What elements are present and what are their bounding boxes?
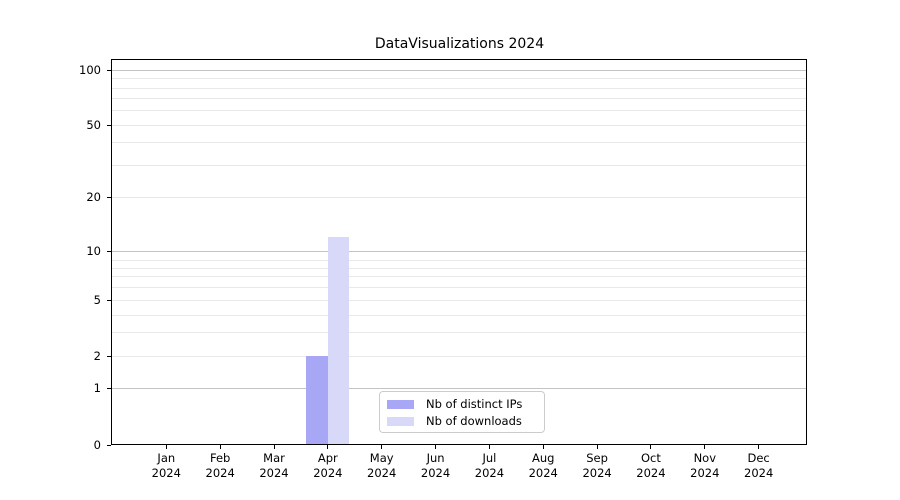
x-tick-mark: [488, 445, 490, 449]
x-tick-label: Apr 2024: [300, 451, 356, 480]
x-tick-label: Feb 2024: [192, 451, 248, 480]
x-tick-year: 2024: [582, 465, 612, 480]
grid-major-line: [112, 388, 807, 389]
bar-downloads-apr: [327, 236, 350, 445]
x-tick-label: Dec 2024: [731, 451, 787, 480]
x-tick-label: Jun 2024: [408, 451, 464, 480]
x-tick-label: Jul 2024: [461, 451, 517, 480]
x-tick-mark: [650, 445, 652, 449]
x-tick-year: 2024: [205, 465, 235, 480]
x-tick-month: Aug: [532, 451, 555, 465]
x-tick-year: 2024: [420, 465, 451, 480]
x-tick-label: Sep 2024: [569, 451, 625, 480]
grid-minor-line: [112, 164, 807, 166]
grid-minor-line: [112, 287, 807, 289]
x-tick-label: May 2024: [354, 451, 410, 480]
bar-distinct-ips-apr: [306, 356, 328, 445]
grid-minor-line: [112, 124, 807, 126]
y-tick-mark: [107, 124, 111, 126]
grid-minor-line: [112, 299, 807, 301]
y-tick-mark: [107, 70, 111, 72]
y-tick-label: 20: [86, 189, 101, 204]
x-tick-month: Feb: [209, 451, 231, 465]
legend-label-downloads: Nb of downloads: [426, 414, 522, 428]
y-tick-mark: [107, 355, 111, 357]
x-tick-mark: [219, 445, 221, 449]
grid-minor-line: [112, 332, 807, 334]
grid-minor-line: [112, 276, 807, 278]
x-tick-month: Sep: [586, 451, 608, 465]
x-tick-mark: [165, 445, 167, 449]
y-tick-label: 2: [93, 348, 101, 363]
x-tick-mark: [758, 445, 760, 449]
y-tick-mark: [107, 299, 111, 301]
x-tick-month: Jan: [157, 451, 176, 465]
x-tick-label: Mar 2024: [246, 451, 302, 480]
y-tick-mark: [107, 196, 111, 198]
legend-item-distinct-ips: Nb of distinct IPs: [387, 396, 537, 413]
x-tick-label: Jan 2024: [138, 451, 194, 480]
x-tick-mark: [542, 445, 544, 449]
y-tick-label: 1: [93, 381, 101, 395]
legend-label-distinct-ips: Nb of distinct IPs: [426, 397, 523, 411]
x-tick-month: Mar: [263, 451, 285, 465]
legend: Nb of distinct IPs Nb of downloads: [379, 391, 545, 433]
grid-minor-line: [112, 87, 807, 89]
grid-minor-line: [112, 142, 807, 144]
x-tick-year: 2024: [528, 465, 558, 480]
y-tick-label: 100: [79, 63, 101, 78]
grid-minor-line: [112, 314, 807, 316]
x-tick-month: Oct: [640, 451, 661, 465]
x-tick-year: 2024: [744, 465, 774, 480]
x-tick-mark: [327, 445, 329, 449]
x-tick-year: 2024: [313, 465, 343, 480]
y-tick-label: 50: [86, 117, 101, 132]
x-tick-year: 2024: [259, 465, 289, 480]
grid-major-line: [112, 250, 807, 252]
x-tick-month: May: [369, 451, 394, 465]
grid-major-line: [112, 70, 807, 72]
x-tick-year: 2024: [690, 465, 720, 480]
x-tick-year: 2024: [636, 465, 666, 480]
x-tick-month: Jul: [482, 451, 497, 465]
x-tick-mark: [704, 445, 706, 449]
x-tick-month: Apr: [317, 451, 338, 465]
y-tick-mark: [107, 444, 111, 446]
y-tick-label: 10: [86, 243, 101, 258]
x-tick-mark: [435, 445, 437, 449]
x-tick-month: Jun: [426, 451, 445, 465]
grid-minor-line: [112, 267, 807, 269]
x-tick-label: Nov 2024: [677, 451, 733, 480]
x-tick-label: Oct 2024: [623, 451, 679, 480]
grid-minor-line: [112, 110, 807, 112]
x-tick-mark: [596, 445, 598, 449]
grid-minor-line: [112, 259, 807, 261]
grid-minor-line: [112, 355, 807, 357]
grid-minor-line: [112, 78, 807, 80]
x-tick-year: 2024: [474, 465, 505, 480]
y-tick-mark: [107, 388, 111, 389]
legend-item-downloads: Nb of downloads: [387, 413, 537, 430]
legend-swatch-downloads: [387, 416, 414, 427]
grid-minor-line: [112, 98, 807, 100]
x-tick-label: Aug 2024: [515, 451, 571, 480]
chart-title: DataVisualizations 2024: [374, 36, 545, 52]
grid-minor-line: [112, 196, 807, 198]
legend-swatch-distinct-ips: [387, 399, 414, 410]
y-tick-mark: [107, 250, 111, 252]
y-tick-label: 0: [93, 437, 101, 452]
x-tick-month: Dec: [747, 451, 770, 465]
x-tick-month: Nov: [693, 451, 717, 465]
x-tick-year: 2024: [367, 465, 397, 480]
x-tick-mark: [381, 445, 383, 449]
x-tick-year: 2024: [151, 465, 181, 480]
y-tick-label: 5: [93, 292, 101, 307]
x-tick-mark: [273, 445, 275, 449]
